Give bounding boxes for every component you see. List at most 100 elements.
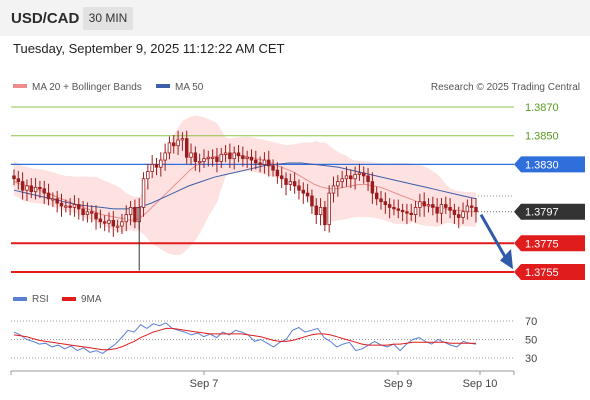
candle-body <box>413 207 418 216</box>
candle-body <box>94 212 98 220</box>
candle-body <box>318 207 323 216</box>
candle-body <box>51 198 55 201</box>
candle-body <box>12 175 16 180</box>
time-tick-label: Sep 10 <box>463 378 498 390</box>
candle-body <box>89 211 94 214</box>
candle-body <box>374 192 379 200</box>
candle-body <box>262 159 267 165</box>
support-tag <box>514 264 585 280</box>
candle-body <box>288 181 293 185</box>
chart-datetime: Tuesday, September 9, 2025 11:12:22 AM C… <box>13 41 285 56</box>
candle-body <box>206 156 211 160</box>
candle-body <box>72 204 77 208</box>
chart-credit: Research © 2025 Trading Central <box>431 82 580 93</box>
candle-body <box>189 152 193 158</box>
candle-body <box>223 152 228 155</box>
candle-body <box>167 142 172 154</box>
candle-body <box>197 161 202 164</box>
support-label: 1.3755 <box>525 267 559 279</box>
rsi-tick-label: 30 <box>525 353 537 365</box>
pivot-tag <box>514 156 585 173</box>
candle-body <box>254 159 258 164</box>
candle-body <box>228 152 232 160</box>
candle-body <box>150 163 154 172</box>
candle-body <box>193 152 198 162</box>
candle-body <box>314 205 318 216</box>
candle-body <box>279 175 284 180</box>
candle-body <box>435 207 439 214</box>
candle-body <box>133 207 137 223</box>
candle-body <box>400 209 405 213</box>
candle-body <box>20 181 25 191</box>
candle-body <box>146 171 150 180</box>
candle-body <box>405 211 409 214</box>
candle-body <box>64 205 68 208</box>
candle-body <box>120 221 124 227</box>
candle-body <box>38 186 42 190</box>
candle-body <box>331 185 336 194</box>
level-labels: 1.3870 1.3850 1.3830 1.3797 1.3775 1.3755 <box>514 102 585 280</box>
candle-body <box>426 204 431 207</box>
candle-body <box>396 208 401 211</box>
candle-body <box>297 185 301 191</box>
candle-body <box>349 175 353 180</box>
candle-body <box>422 201 426 207</box>
candle-body <box>46 192 51 200</box>
candle-body <box>292 181 297 187</box>
candle-body <box>115 225 120 228</box>
candle-body <box>180 138 185 141</box>
forecast-arrow-head <box>500 249 513 270</box>
candle-body <box>124 214 128 223</box>
ma50-line <box>13 162 477 210</box>
candle-body <box>258 162 262 165</box>
rsi-tick-label: 50 <box>525 335 537 347</box>
ma20-legend-swatch <box>13 84 27 88</box>
candle-body <box>444 204 448 208</box>
candle-body <box>271 165 275 171</box>
candle-body <box>249 156 254 161</box>
candle-body <box>275 169 280 177</box>
candle-body <box>215 156 219 162</box>
candle-body <box>327 192 331 226</box>
candle-body <box>370 181 375 194</box>
ma20-line <box>13 153 476 221</box>
candle-body <box>111 219 116 227</box>
candle-body <box>336 181 340 187</box>
candle-body <box>457 214 461 218</box>
price-levels <box>11 106 514 273</box>
candle-body <box>163 152 167 161</box>
candle-body <box>469 205 474 208</box>
rsi-ma-legend-label: 9MA <box>81 294 102 305</box>
moving-averages <box>13 153 477 221</box>
resistance-label: 1.3870 <box>525 102 559 114</box>
current-price-label: 1.3797 <box>525 207 559 219</box>
candle-body <box>439 204 444 214</box>
forecast-arrow-shaft <box>479 213 510 263</box>
candle-body <box>409 212 413 216</box>
time-axis: Sep 7 Sep 9 Sep 10 <box>10 370 515 390</box>
rsi-legend-label: RSI <box>32 294 49 305</box>
symbol-title: USD/CAD <box>11 10 80 27</box>
candle-body <box>219 153 223 162</box>
candle-body <box>418 201 422 208</box>
timeframe-badge[interactable]: 30 MIN <box>83 7 133 30</box>
rsi-panel: 70 50 30 <box>11 316 537 365</box>
candle-body <box>68 205 72 208</box>
ma50-legend-swatch <box>156 84 170 88</box>
candle-body <box>284 178 288 185</box>
candle-body <box>474 207 478 213</box>
candle-body <box>154 163 159 168</box>
candle-body <box>42 188 46 194</box>
candle-body <box>461 211 465 218</box>
time-tick-label: Sep 7 <box>190 378 219 390</box>
candle-body <box>245 156 249 160</box>
candle-body <box>353 174 357 180</box>
candle-body <box>85 211 90 216</box>
bollinger-band-area <box>14 115 476 256</box>
candle-body <box>379 198 383 203</box>
ma20-legend-label: MA 20 + Bollinger Bands <box>32 82 142 93</box>
current-price-tag <box>514 203 585 220</box>
resistance-label: 1.3850 <box>525 131 559 143</box>
candle-body <box>241 155 245 160</box>
candle-body <box>267 159 271 167</box>
